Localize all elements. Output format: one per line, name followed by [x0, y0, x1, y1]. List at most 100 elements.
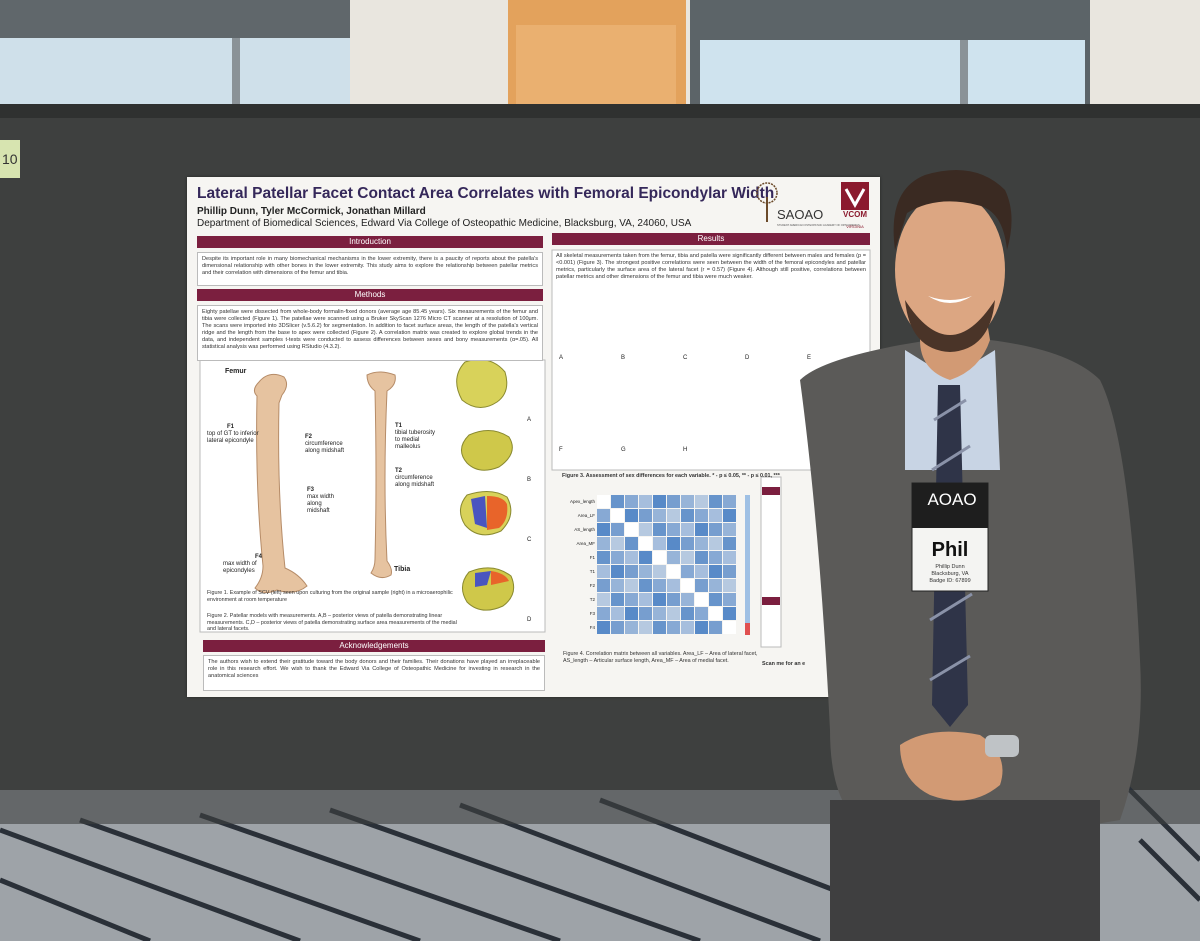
- matrix-cell: [611, 621, 624, 634]
- door-panel: [516, 25, 676, 104]
- matrix-cell: [695, 537, 708, 550]
- matrix-cell: [667, 593, 680, 606]
- matrix-cell: [625, 523, 638, 536]
- matrix-row-label: AS_length: [574, 527, 595, 532]
- measure-text: circumference along midshaft: [395, 475, 435, 488]
- qr-panel: [760, 476, 782, 648]
- hands: [900, 731, 1003, 801]
- matrix-cell: [681, 495, 694, 508]
- section-heading: Acknowledgements: [203, 640, 545, 652]
- matrix-cell: [709, 565, 722, 578]
- matrix-cell: [611, 537, 624, 550]
- matrix-cell: [653, 523, 666, 536]
- window: [700, 40, 1085, 104]
- matrix-cell: [723, 565, 736, 578]
- matrix-cell: [597, 495, 610, 508]
- matrix-row-label: Apex_length: [569, 499, 595, 504]
- booth-number: 10: [2, 151, 18, 167]
- qr-caption: Scan me for an e: [762, 661, 806, 667]
- matrix-cell: [681, 579, 694, 592]
- window-frame: [0, 0, 350, 38]
- matrix-cell: [597, 565, 610, 578]
- matrix-cell: [709, 537, 722, 550]
- matrix-cell: [723, 537, 736, 550]
- measure-text: tibial tuberosity to medial malleolus: [395, 430, 436, 450]
- matrix-cell: [667, 509, 680, 522]
- matrix-cell: [667, 607, 680, 620]
- matrix-cell: [625, 607, 638, 620]
- matrix-cell: [681, 593, 694, 606]
- matrix-cell: [667, 495, 680, 508]
- matrix-cell: [667, 621, 680, 634]
- figure-letter: H: [683, 447, 688, 453]
- badge-full-name: Phillip Dunn: [935, 564, 964, 570]
- measure-text: max width along midshaft: [307, 494, 335, 514]
- badge-location: Blacksburg, VA: [931, 571, 969, 577]
- matrix-cell: [723, 509, 736, 522]
- matrix-cell: [653, 621, 666, 634]
- matrix-cell: [667, 565, 680, 578]
- matrix-cell: [667, 551, 680, 564]
- matrix-cell: [695, 565, 708, 578]
- badge-id: Badge ID: 67899: [929, 578, 970, 584]
- measure-text: max width of epicondyles: [223, 561, 257, 574]
- face: [895, 192, 1005, 348]
- matrix-cell: [639, 495, 652, 508]
- matrix-cell: [681, 509, 694, 522]
- matrix-cell: [681, 565, 694, 578]
- vcom-logo: VCOM VIRGINIA: [841, 182, 869, 229]
- matrix-cell: [639, 621, 652, 634]
- badge-header: [912, 483, 988, 528]
- matrix-cell: [653, 593, 666, 606]
- matrix-cell: [681, 621, 694, 634]
- matrix-cell: [695, 551, 708, 564]
- measure-id: F3: [307, 487, 315, 493]
- beard: [905, 300, 995, 352]
- matrix-cell: [653, 607, 666, 620]
- matrix-row-label: F4: [589, 625, 595, 630]
- matrix-cell: [639, 551, 652, 564]
- matrix-cell: [611, 593, 624, 606]
- matrix-row-label: T1: [589, 569, 595, 574]
- measure-text: top of GT to inferior lateral epicondyle: [207, 431, 259, 444]
- matrix-cell: [625, 537, 638, 550]
- carpet-pattern: [0, 778, 1200, 941]
- matrix-cell: [597, 621, 610, 634]
- matrix-cell: [611, 607, 624, 620]
- matrix-cell: [695, 621, 708, 634]
- femur-illustration: [253, 371, 396, 594]
- poster: Lateral Patellar Facet Contact Area Corr…: [187, 177, 880, 697]
- matrix-cell: [695, 509, 708, 522]
- poster-affiliation: Department of Biomedical Sciences, Edwar…: [197, 218, 692, 229]
- matrix-cell: [625, 579, 638, 592]
- matrix-cell: [597, 593, 610, 606]
- matrix-cell: [625, 551, 638, 564]
- matrix-row-label: F3: [589, 611, 595, 616]
- badge-org: AOAO: [927, 490, 976, 509]
- figure-letter: A: [559, 355, 564, 361]
- matrix-cell: [709, 593, 722, 606]
- measure-id: F1: [227, 424, 235, 430]
- figure-caption: Figure 2. Patellar models with measureme…: [207, 613, 457, 633]
- measure-text: circumference along midshaft: [305, 441, 345, 454]
- figure-letter: A: [527, 417, 532, 423]
- matrix-cell: [625, 593, 638, 606]
- matrix-cell: [597, 509, 610, 522]
- matrix-cell: [709, 551, 722, 564]
- matrix-row-label: F2: [589, 583, 595, 588]
- figure-letter: G: [621, 447, 626, 453]
- matrix-cell: [597, 607, 610, 620]
- matrix-cell: [625, 565, 638, 578]
- matrix-cell: [653, 537, 666, 550]
- matrix-cell: [695, 495, 708, 508]
- matrix-cell: [597, 523, 610, 536]
- matrix-cell: [653, 565, 666, 578]
- badge-name: Phil: [932, 539, 969, 561]
- patella-models: [456, 359, 515, 611]
- figure-letter: E: [807, 355, 812, 361]
- tibia-label: Tibia: [394, 566, 411, 573]
- matrix-cell: [681, 607, 694, 620]
- figure-letter: C: [527, 537, 532, 543]
